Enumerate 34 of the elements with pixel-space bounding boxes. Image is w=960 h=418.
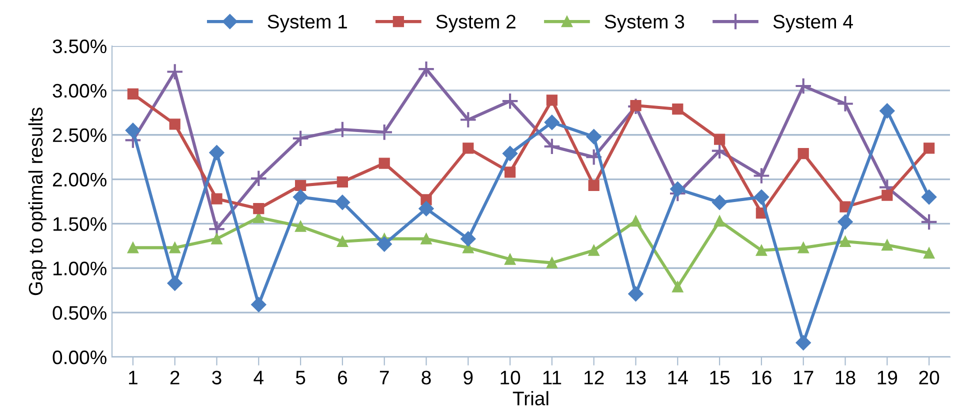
legend-label: System 1	[268, 14, 347, 32]
x-tick-label: 20	[919, 370, 940, 384]
y-tick-label: 3.50%	[52, 39, 106, 54]
x-tick-label: 5	[296, 370, 306, 384]
x-tick-label: 9	[464, 370, 473, 384]
y-tick-label: 1.50%	[53, 217, 106, 231]
x-tick-label: 19	[878, 370, 898, 384]
y-tick-label: 0.00%	[52, 350, 106, 364]
x-tick-label: 12	[584, 370, 604, 384]
x-tick-label: 18	[836, 370, 856, 384]
legend-label: System 4	[773, 14, 853, 32]
x-tick-label: 6	[338, 370, 348, 384]
x-tick-label: 14	[668, 370, 688, 384]
x-tick-label: 17	[794, 370, 814, 384]
y-tick-label: 3.00%	[52, 84, 106, 98]
legend-label: System 3	[604, 14, 684, 32]
x-tick-label: 11	[543, 370, 562, 384]
x-tick-label: 3	[212, 370, 222, 384]
x-tick-label: 2	[170, 370, 180, 384]
x-tick-label: 10	[500, 370, 520, 384]
x-tick-label: 4	[254, 370, 264, 384]
y-tick-label: 2.00%	[52, 172, 106, 187]
y-tick-label: 2.50%	[52, 128, 106, 142]
y-tick-label: 1.00%	[53, 262, 106, 276]
x-tick-label: 13	[626, 370, 646, 384]
x-tick-label: 7	[380, 370, 389, 384]
x-tick-label: 16	[752, 370, 772, 384]
y-axis-title: Gap to optimal results	[28, 108, 46, 296]
legend-label: System 2	[436, 14, 516, 32]
x-tick-label: 1	[129, 370, 138, 384]
x-tick-label: 8	[422, 370, 431, 384]
x-tick-label: 15	[710, 370, 730, 384]
x-axis-title: Trial	[512, 391, 548, 406]
y-tick-label: 0.50%	[52, 306, 106, 320]
